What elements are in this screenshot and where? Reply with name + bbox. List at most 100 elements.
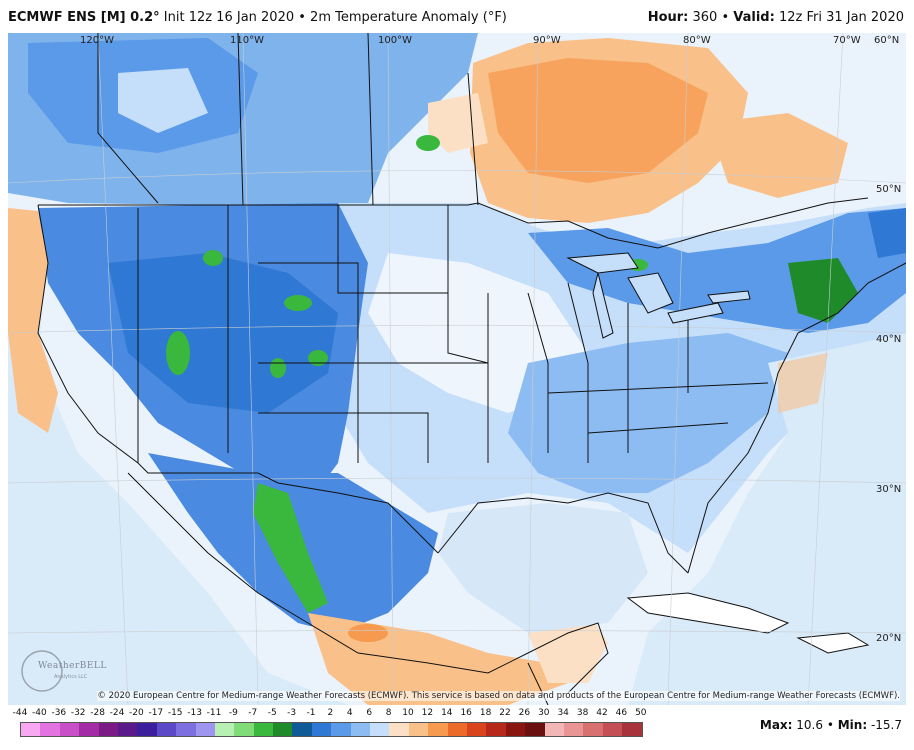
colorbar-swatch [311,723,332,736]
weatherbell-logo: WeatherBELL Analytics LLC [20,649,106,693]
anomaly-region-maritimes [868,208,906,258]
colorbar-swatch [525,723,545,736]
colorbar-label: 16 [460,708,472,718]
graticule [8,33,906,705]
great-lakes [566,252,751,339]
colorbar-swatch [59,723,80,736]
degree-sign: ° [153,10,160,25]
colorbar-label: 12 [421,708,434,718]
colorbar-swatch [292,723,312,736]
model-name: ECMWF ENS [M] 0.2 [8,10,154,25]
colorbar-swatch [234,723,254,736]
anomaly-spot-rockies-2 [284,295,312,311]
colorbar-label: -20 [129,708,144,718]
colorbar-label: 6 [366,708,373,718]
colorbar-swatch [447,723,467,736]
max-min-readout: Max: 10.6 • Min: -15.7 [760,718,902,732]
us-canada-border [38,197,869,249]
anomaly-region-new-england-green [788,258,858,323]
copyright-credit: © 2020 European Centre for Medium-range … [97,691,900,701]
pacific-ocean [8,213,348,705]
lon-label-100w: 100°W [378,35,412,46]
colorbar-label: 50 [635,708,647,718]
logo-circle-icon [21,650,63,692]
colorbar-swatch [176,723,196,736]
colorbar-label: -5 [267,708,277,718]
lon-label-90w: 90°W [533,35,561,46]
colorbar-label: 30 [538,708,550,718]
logo-sub: Analytics LLC [54,674,88,680]
colorbar-label: 14 [441,708,453,718]
colorbar-label: 46 [615,708,628,718]
colorbar-label: 38 [576,708,589,718]
colorbar-label: 4 [346,708,353,718]
header-bar: ECMWF ENS [M] 0.2° Init 12z 16 Jan 2020 … [0,0,914,34]
max-value: 10.6 • [792,718,838,732]
lat-label-60n: 60°N [874,35,900,46]
colorbar-swatch [195,723,215,736]
colorbar-swatch [583,723,603,736]
colorbar-swatch [428,723,448,736]
colorbar-swatch [602,723,623,736]
anomaly-spot-rockies-1 [166,331,190,375]
lon-label-80w: 80°W [683,35,711,46]
colorbar-swatch [137,723,157,736]
colorbar-swatch [273,723,293,736]
colorbar-swatch [214,723,235,736]
hispaniola-outline [796,632,870,654]
colorbar-swatch [622,723,642,736]
map-canvas [8,33,906,705]
colorbar-swatch [563,723,584,736]
valid-label: Valid: [733,10,775,25]
colorbar-label: -3 [287,708,297,718]
colorbar-label: -32 [70,708,86,718]
colorbar-label: 8 [385,708,392,718]
init-text: Init 12z 16 Jan 2020 • 2m Temperature An… [159,10,507,25]
lon-label-110w: 110°W [230,35,264,46]
colorbar-label: -36 [51,708,67,718]
colorbar-swatch [331,723,351,736]
lat-label-30n: 30°N [876,484,902,495]
colorbar-label: 22 [499,708,511,718]
colorbar-label: -7 [248,708,258,718]
temperature-anomaly-map[interactable]: 120°W 110°W 100°W 90°W 80°W 70°W 60°N 50… [8,33,906,705]
colorbar-swatch [389,723,409,736]
cuba-outline [626,592,790,634]
colorbar-label: -28 [90,708,105,718]
map-title: ECMWF ENS [M] 0.2° Init 12z 16 Jan 2020 … [8,10,507,25]
colorbar-swatch [117,723,138,736]
colorbar-swatch [350,723,371,736]
colorbar-swatch [253,723,274,736]
valid-time: Hour: 360 • Valid: 12z Fri 31 Jan 2020 [648,10,904,25]
colorbar-label: -44 [12,708,28,718]
min-value: -15.7 [867,718,902,732]
anomaly-spot-prairie [416,135,440,151]
lat-label-50n: 50°N [876,184,902,195]
colorbar-swatch [486,723,506,736]
gulf-of-mexico [438,503,648,633]
colorbar-label: 10 [402,708,414,718]
colorbar-label: -24 [109,708,125,718]
hour-value: 360 • [688,10,734,25]
colorbar-label: -13 [187,708,202,718]
colorbar-label: 26 [518,708,531,718]
colorbar-swatch [544,723,564,736]
anomaly-spot-rockies-5 [270,358,286,378]
west-coast-mexico-border [37,204,439,554]
colorbar-swatch [505,723,526,736]
colorbar-swatch [79,723,99,736]
colorbar-swatch [21,723,41,736]
colorbar-label: 2 [327,708,334,718]
colorbar-swatch [156,723,177,736]
colorbar-label: -40 [32,708,47,718]
max-label: Max: [759,718,793,732]
political-borders [37,33,906,705]
colorbar-label: -15 [167,708,183,718]
colorbar-label: 42 [596,708,608,718]
anomaly-region-west-coast-warm [8,208,58,433]
lon-label-70w: 70°W [833,35,861,46]
anomaly-spot-atlantic-warm [778,353,828,413]
atlantic-coast [687,262,906,574]
gulf-coast [437,492,689,574]
colorbar-swatch [466,723,487,736]
